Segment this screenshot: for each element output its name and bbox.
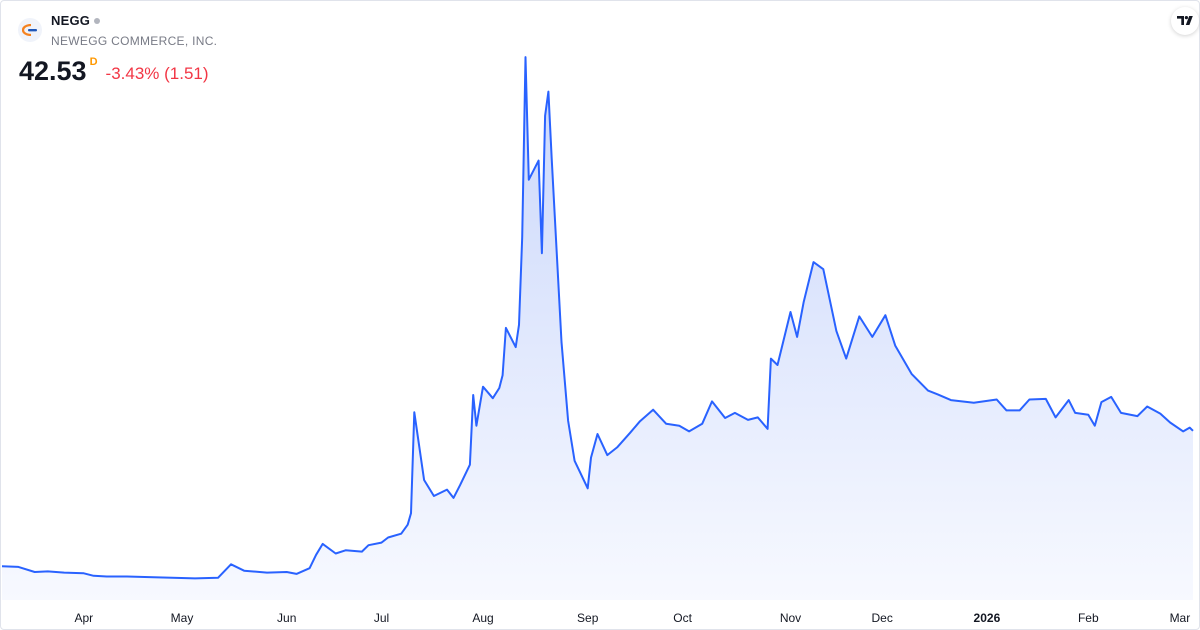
market-status-dot bbox=[94, 17, 101, 24]
newegg-logo-icon bbox=[18, 18, 42, 42]
x-tick-label: 2026 bbox=[974, 611, 1001, 625]
price-area-fill bbox=[2, 57, 1193, 601]
x-tick-label: Jun bbox=[277, 611, 296, 625]
x-tick-label: Mar bbox=[1170, 611, 1191, 625]
x-tick-label: Oct bbox=[673, 611, 692, 625]
price-series-line bbox=[1, 56, 1194, 580]
tradingview-logo-icon[interactable] bbox=[1171, 7, 1199, 35]
symbol-row: NEGG bbox=[51, 13, 101, 28]
x-tick-label: Feb bbox=[1078, 611, 1099, 625]
x-axis: Apr May Jun Jul Aug Sep Oct Nov Dec 2026 Feb Mar bbox=[74, 611, 1190, 625]
x-tick-label: Sep bbox=[577, 611, 599, 625]
x-tick-label: May bbox=[171, 611, 194, 625]
price-row: 42.53 D -3.43% (1.51) bbox=[19, 56, 209, 86]
x-tick-label: Aug bbox=[472, 611, 493, 625]
symbol-ticker[interactable]: NEGG bbox=[51, 13, 91, 28]
company-name: NEWEGG COMMERCE, INC. bbox=[51, 34, 218, 48]
x-tick-label: Apr bbox=[74, 611, 93, 625]
price-change: -3.43% (1.51) bbox=[105, 64, 209, 83]
last-price: 42.53 bbox=[19, 56, 87, 86]
x-tick-label: Nov bbox=[780, 611, 801, 625]
x-tick-label: Jul bbox=[374, 611, 389, 625]
interval-badge: D bbox=[89, 56, 98, 68]
x-tick-label: Dec bbox=[872, 611, 893, 625]
